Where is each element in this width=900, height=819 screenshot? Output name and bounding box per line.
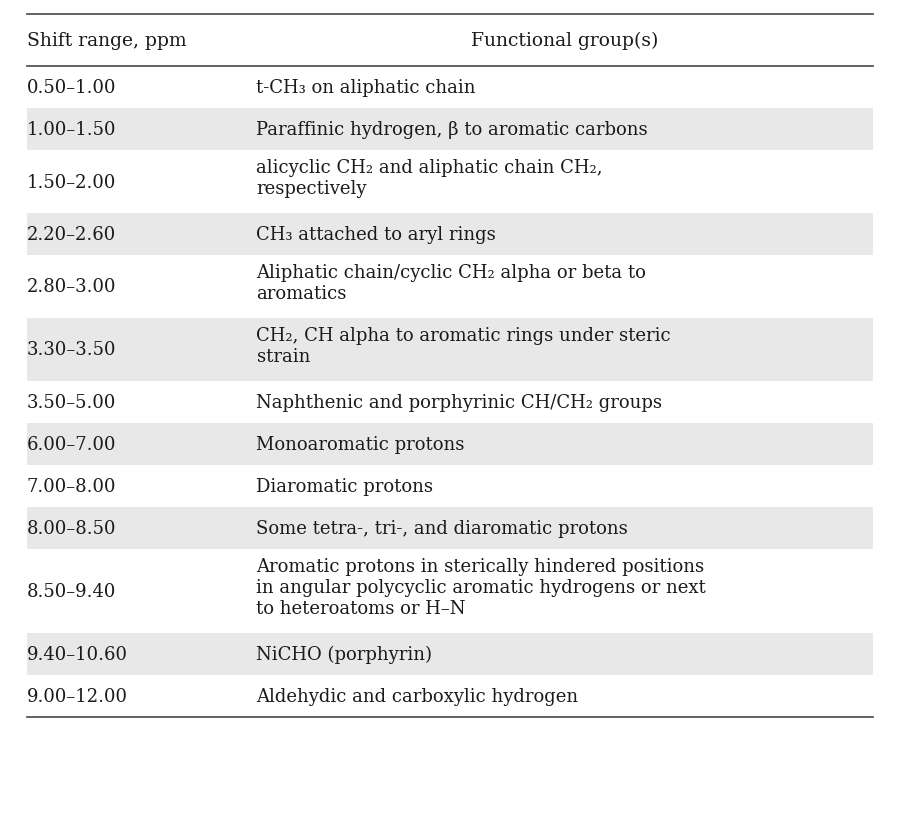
Text: 2.80–3.00: 2.80–3.00 (27, 278, 116, 296)
Text: 8.50–9.40: 8.50–9.40 (27, 582, 116, 600)
Text: to heteroatoms or H–N: to heteroatoms or H–N (256, 599, 466, 617)
Text: 3.50–5.00: 3.50–5.00 (27, 393, 116, 411)
Text: 9.40–10.60: 9.40–10.60 (27, 645, 128, 663)
Text: Monoaromatic protons: Monoaromatic protons (256, 436, 465, 454)
Bar (27, 508, 873, 550)
Text: 7.00–8.00: 7.00–8.00 (27, 477, 116, 495)
Text: 6.00–7.00: 6.00–7.00 (27, 436, 116, 454)
Text: Naphthenic and porphyrinic CH/CH₂ groups: Naphthenic and porphyrinic CH/CH₂ groups (256, 393, 662, 411)
Text: in angular polycyclic aromatic hydrogens or next: in angular polycyclic aromatic hydrogens… (256, 578, 706, 596)
Bar (27, 319, 873, 382)
Text: alicyclic CH₂ and aliphatic chain CH₂,: alicyclic CH₂ and aliphatic chain CH₂, (256, 159, 603, 177)
Text: CH₂, CH alpha to aromatic rings under steric: CH₂, CH alpha to aromatic rings under st… (256, 327, 671, 344)
Text: 1.00–1.50: 1.00–1.50 (27, 121, 116, 139)
Text: Shift range, ppm: Shift range, ppm (27, 32, 186, 50)
Text: 1.50–2.00: 1.50–2.00 (27, 174, 116, 192)
Text: CH₃ attached to aryl rings: CH₃ attached to aryl rings (256, 226, 496, 244)
Text: Diaromatic protons: Diaromatic protons (256, 477, 434, 495)
Text: 0.50–1.00: 0.50–1.00 (27, 79, 116, 97)
Text: 2.20–2.60: 2.20–2.60 (27, 226, 116, 244)
Bar (27, 423, 873, 465)
Text: 9.00–12.00: 9.00–12.00 (27, 687, 128, 705)
Text: 3.30–3.50: 3.30–3.50 (27, 341, 116, 359)
Text: Aromatic protons in sterically hindered positions: Aromatic protons in sterically hindered … (256, 557, 705, 575)
Text: Paraffinic hydrogen, β to aromatic carbons: Paraffinic hydrogen, β to aromatic carbo… (256, 121, 648, 139)
Text: respectively: respectively (256, 179, 367, 197)
Text: Aliphatic chain/cyclic CH₂ alpha or beta to: Aliphatic chain/cyclic CH₂ alpha or beta… (256, 264, 646, 282)
Text: Aldehydic and carboxylic hydrogen: Aldehydic and carboxylic hydrogen (256, 687, 579, 705)
Text: t-CH₃ on aliphatic chain: t-CH₃ on aliphatic chain (256, 79, 476, 97)
Text: strain: strain (256, 347, 310, 365)
Bar (27, 214, 873, 256)
Text: Functional group(s): Functional group(s) (471, 32, 659, 50)
Text: 8.00–8.50: 8.00–8.50 (27, 519, 116, 537)
Text: NiCHO (porphyrin): NiCHO (porphyrin) (256, 645, 433, 663)
Text: Some tetra-, tri-, and diaromatic protons: Some tetra-, tri-, and diaromatic proton… (256, 519, 628, 537)
Bar (27, 109, 873, 151)
Text: aromatics: aromatics (256, 284, 346, 302)
Bar (27, 633, 873, 675)
